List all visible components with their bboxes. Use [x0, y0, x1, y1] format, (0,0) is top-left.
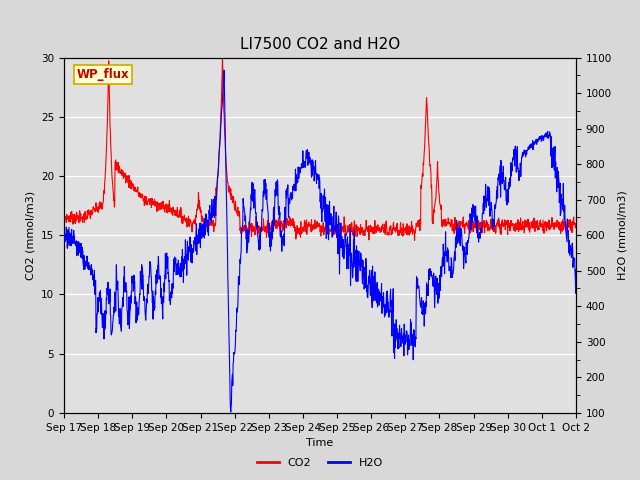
Legend: CO2, H2O: CO2, H2O [252, 453, 388, 472]
Text: WP_flux: WP_flux [77, 68, 129, 81]
Title: LI7500 CO2 and H2O: LI7500 CO2 and H2O [240, 37, 400, 52]
Y-axis label: H2O (mmol/m3): H2O (mmol/m3) [618, 191, 628, 280]
Y-axis label: CO2 (mmol/m3): CO2 (mmol/m3) [26, 191, 35, 280]
X-axis label: Time: Time [307, 438, 333, 448]
